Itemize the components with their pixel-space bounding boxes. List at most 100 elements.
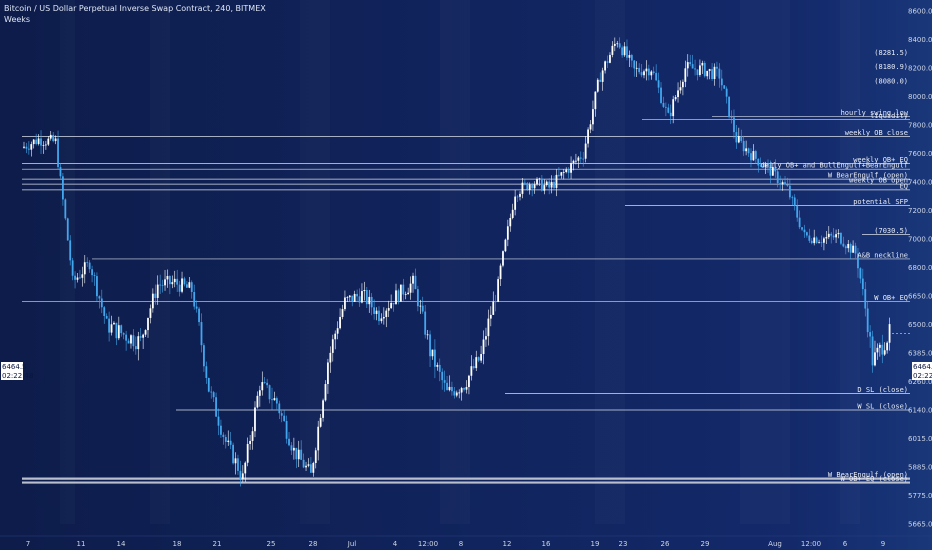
candle-body bbox=[793, 197, 796, 207]
candle-body bbox=[224, 436, 227, 442]
candle-body bbox=[618, 43, 621, 48]
candle-body bbox=[708, 69, 711, 71]
candle-body bbox=[382, 317, 385, 319]
candle-body bbox=[480, 354, 482, 361]
candle-body bbox=[509, 217, 512, 227]
candle-body bbox=[771, 167, 774, 176]
candle-body bbox=[650, 71, 653, 76]
candle-body bbox=[256, 395, 259, 408]
candle-body bbox=[601, 70, 604, 82]
candle-body bbox=[468, 375, 470, 388]
price-tick-label: 7200.0 bbox=[908, 207, 932, 215]
time-tick-label: 18 bbox=[173, 540, 182, 548]
candle-body bbox=[363, 290, 366, 292]
candle-body bbox=[652, 71, 655, 73]
level-label: W OB+ EQ (close) bbox=[841, 475, 908, 483]
candle-body bbox=[531, 184, 534, 189]
candle-body bbox=[159, 284, 162, 286]
candle-body bbox=[667, 107, 670, 113]
candle-body bbox=[261, 382, 264, 391]
candle-body bbox=[424, 311, 427, 335]
session-band bbox=[840, 0, 860, 524]
price-tick-label: 5665.0 bbox=[908, 521, 932, 529]
candle-body bbox=[273, 398, 276, 401]
candle-body bbox=[312, 462, 315, 473]
candle-body bbox=[655, 72, 658, 81]
candle-body bbox=[482, 339, 485, 355]
candle-body bbox=[390, 302, 393, 309]
candle-body bbox=[823, 238, 825, 243]
price-tick-label: 8200.0 bbox=[908, 65, 932, 73]
current-price-boxes: 6464.5 02:22:48 6464.5 02:22:45 bbox=[1, 362, 932, 380]
candle-body bbox=[582, 158, 585, 160]
candle-body bbox=[431, 349, 434, 357]
candle-body bbox=[774, 167, 777, 172]
candle-body bbox=[669, 112, 672, 117]
candle-body bbox=[506, 226, 509, 240]
candle-body bbox=[730, 117, 733, 118]
candle-body bbox=[550, 181, 553, 188]
candle-body bbox=[857, 253, 859, 269]
right-countdown-box bbox=[912, 371, 932, 380]
candle-body bbox=[336, 328, 339, 334]
candle-body bbox=[416, 289, 419, 307]
candle-body bbox=[844, 246, 847, 249]
candle-body bbox=[832, 235, 835, 238]
candle-body bbox=[443, 380, 446, 383]
time-tick-label: 14 bbox=[117, 540, 126, 548]
candle-body bbox=[127, 340, 130, 344]
candle-body bbox=[344, 297, 346, 310]
candle-body bbox=[628, 55, 631, 58]
candle-body bbox=[412, 275, 414, 284]
level-label: (8180.9) bbox=[874, 63, 908, 71]
price-tick-label: 5885.0 bbox=[908, 464, 932, 472]
candle-body bbox=[271, 399, 273, 401]
candle-body bbox=[475, 357, 478, 369]
price-axis-right[interactable]: 8600.0 8400.0 8200.0 8000.0 7800.0 7600.0 7400… bbox=[908, 8, 932, 529]
candle-body bbox=[353, 293, 356, 302]
candle-body bbox=[402, 284, 405, 295]
candle-body bbox=[759, 165, 762, 167]
candle-body bbox=[210, 391, 213, 393]
candle-body bbox=[314, 450, 317, 463]
candle-body bbox=[23, 146, 25, 148]
candle-body bbox=[414, 275, 417, 290]
candle-body bbox=[815, 237, 818, 243]
candle-body bbox=[477, 357, 480, 361]
candle-body bbox=[742, 140, 745, 152]
candle-body bbox=[472, 366, 475, 369]
candle-body bbox=[232, 444, 234, 464]
candle-body bbox=[241, 473, 244, 479]
candle-body bbox=[404, 294, 407, 296]
candle-body bbox=[59, 167, 62, 177]
candle-body bbox=[813, 237, 816, 244]
candle-body bbox=[489, 314, 492, 319]
time-axis[interactable]: 7 11 14 18 21 25 28 Jul 4 12:00 8 12 16 19 23 26 29 Aug 12… bbox=[0, 535, 932, 548]
candle-body bbox=[465, 387, 468, 390]
right-countdown: 02:22:45 bbox=[913, 372, 932, 380]
candle-body bbox=[239, 470, 242, 479]
candle-body bbox=[110, 324, 113, 333]
candle-body bbox=[227, 440, 230, 442]
candle-body bbox=[387, 308, 390, 311]
level-labels: (8281.5) (8180.9) (8080.0) hourly swing low… bbox=[760, 49, 908, 483]
candle-body bbox=[368, 296, 371, 305]
level-label: (7030.5) bbox=[874, 227, 908, 235]
candle-body bbox=[392, 302, 395, 305]
candle-body bbox=[290, 445, 293, 451]
candle-body bbox=[878, 344, 881, 348]
left-countdown: 02:22:48 bbox=[2, 372, 33, 380]
candle-body bbox=[246, 443, 249, 463]
candle-body bbox=[81, 274, 84, 278]
candle-body bbox=[492, 301, 495, 315]
candle-body bbox=[523, 182, 526, 184]
candle-body bbox=[852, 245, 854, 253]
candle-body bbox=[854, 245, 857, 254]
candle-body bbox=[886, 342, 889, 351]
candle-body bbox=[217, 416, 220, 426]
price-tick-label: 6385.0 bbox=[908, 350, 932, 358]
candle-body bbox=[361, 291, 363, 303]
candle-body bbox=[720, 78, 723, 86]
